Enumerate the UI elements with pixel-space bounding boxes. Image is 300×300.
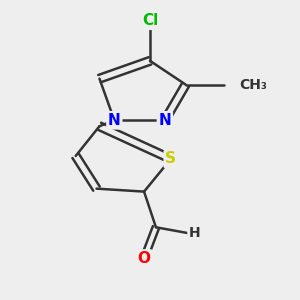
Text: O: O (138, 251, 151, 266)
Text: Cl: Cl (142, 13, 158, 28)
Text: N: N (108, 113, 121, 128)
Text: CH₃: CH₃ (239, 78, 267, 92)
Text: H: H (189, 226, 200, 240)
Text: N: N (158, 113, 171, 128)
Text: S: S (165, 152, 176, 166)
